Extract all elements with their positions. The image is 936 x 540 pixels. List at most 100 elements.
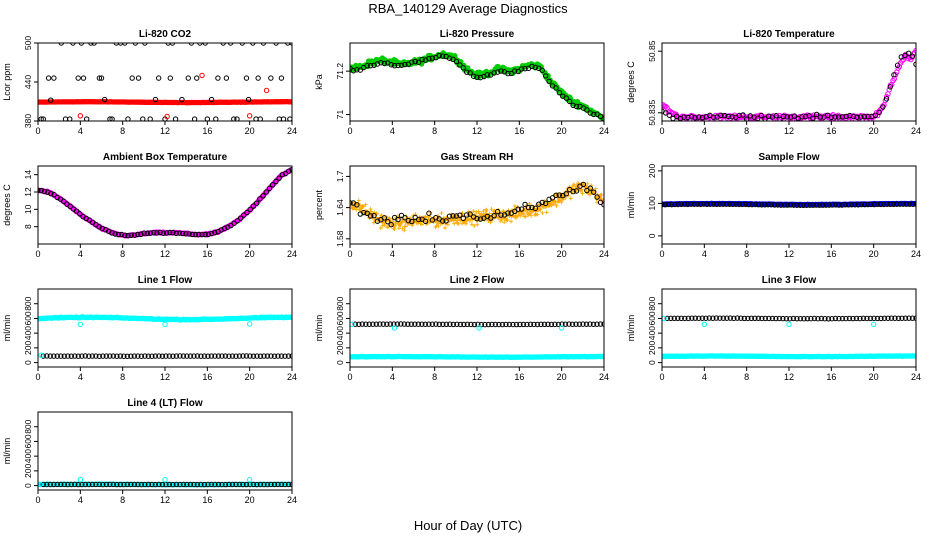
data-point xyxy=(367,62,374,69)
data-point xyxy=(472,223,477,228)
panel-data xyxy=(350,50,604,121)
data-point xyxy=(415,321,422,327)
data-point xyxy=(820,202,826,208)
data-point xyxy=(387,321,394,327)
data-point xyxy=(145,353,152,359)
data-point xyxy=(382,223,387,228)
data-point xyxy=(423,214,428,219)
data-point xyxy=(212,353,218,359)
data-point xyxy=(884,201,890,207)
data-point xyxy=(352,321,358,327)
x-tick-label: 16 xyxy=(826,372,836,382)
x-tick-label: 12 xyxy=(160,249,170,259)
data-series xyxy=(662,315,877,328)
x-tick-label: 4 xyxy=(390,249,395,259)
data-point xyxy=(797,315,804,322)
data-point xyxy=(117,43,124,46)
data-series xyxy=(38,476,253,488)
data-point xyxy=(864,315,870,322)
data-point xyxy=(572,182,577,187)
data-point xyxy=(539,67,545,73)
data-point xyxy=(745,315,751,322)
data-point xyxy=(243,481,250,488)
y-tick-label: 600 xyxy=(23,434,33,448)
data-point xyxy=(213,116,219,121)
data-point xyxy=(818,315,825,322)
data-point xyxy=(759,315,765,322)
data-point xyxy=(865,201,871,208)
x-tick-label: 20 xyxy=(245,249,255,259)
y-tick-label: 0 xyxy=(647,233,657,238)
data-point xyxy=(515,68,521,75)
data-point xyxy=(681,114,687,120)
data-point xyxy=(44,353,50,359)
y-tick-label: 14 xyxy=(23,170,33,180)
data-point xyxy=(854,114,860,120)
x-tick-label: 12 xyxy=(472,372,482,382)
data-point xyxy=(205,231,212,237)
y-tick-label: 12 xyxy=(23,187,33,197)
data-point xyxy=(208,481,215,488)
data-point xyxy=(553,85,559,91)
data-point xyxy=(260,193,266,199)
data-point xyxy=(180,481,187,488)
data-point xyxy=(825,316,832,322)
panel-y-label: degrees C xyxy=(626,61,636,103)
data-point xyxy=(460,65,466,71)
data-point xyxy=(784,114,790,120)
data-point xyxy=(48,190,54,197)
data-point xyxy=(257,481,264,488)
data-point xyxy=(817,114,823,120)
data-point xyxy=(666,112,673,118)
data-point xyxy=(142,481,148,488)
data-point xyxy=(268,481,274,488)
data-point xyxy=(187,481,194,488)
data-point xyxy=(776,315,783,322)
data-point xyxy=(186,231,192,237)
data-point xyxy=(433,321,439,327)
x-tick-label: 12 xyxy=(160,372,170,382)
panel-data xyxy=(38,166,292,239)
data-point xyxy=(468,321,474,328)
panel-1: Li-820 CO2 Lcor ppm 0 4 8 12 16 20 24 380 440 500 xyxy=(2,29,297,136)
data-point xyxy=(261,481,267,488)
data-point xyxy=(476,209,481,214)
data-point xyxy=(254,481,260,488)
data-point xyxy=(77,113,84,119)
x-tick-label: 0 xyxy=(35,372,40,382)
data-point xyxy=(388,62,394,68)
data-point xyxy=(870,321,877,328)
data-point xyxy=(725,113,731,120)
data-point xyxy=(135,481,141,488)
data-point xyxy=(563,191,569,197)
x-tick-label: 8 xyxy=(432,249,437,259)
data-point xyxy=(112,231,118,237)
data-point xyxy=(79,353,85,359)
data-point xyxy=(573,321,579,327)
data-point xyxy=(159,353,166,359)
data-point xyxy=(415,59,422,65)
data-point xyxy=(720,201,726,207)
data-point xyxy=(194,481,201,488)
data-point xyxy=(525,204,532,211)
data-point xyxy=(379,213,384,218)
data-point xyxy=(141,230,147,236)
data-point xyxy=(464,69,470,75)
data-point xyxy=(89,481,96,488)
panel-frame xyxy=(349,165,605,245)
data-point xyxy=(41,188,48,195)
data-point xyxy=(886,87,892,93)
x-tick-label: 8 xyxy=(432,372,437,382)
data-point xyxy=(752,201,758,208)
data-point xyxy=(208,230,215,237)
data-point xyxy=(447,321,453,327)
data-point xyxy=(464,212,470,218)
data-point xyxy=(799,114,805,120)
data-point xyxy=(67,203,73,209)
data-point xyxy=(867,315,874,322)
data-point xyxy=(191,353,197,359)
data-point xyxy=(374,61,381,67)
data-point xyxy=(741,315,748,322)
data-point xyxy=(887,84,893,90)
data-point xyxy=(815,315,821,322)
